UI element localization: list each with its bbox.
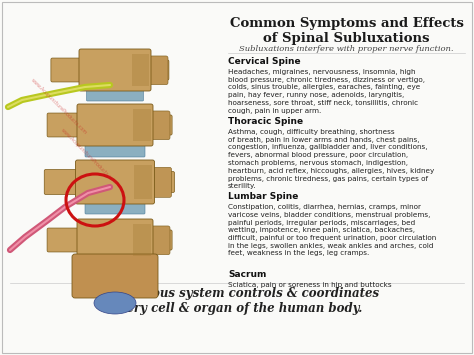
FancyBboxPatch shape: [149, 171, 174, 192]
Text: Cervical Spine: Cervical Spine: [228, 57, 301, 66]
FancyBboxPatch shape: [79, 49, 151, 91]
FancyBboxPatch shape: [132, 54, 149, 86]
Text: Subluxations interfere with proper nerve function.: Subluxations interfere with proper nerve…: [239, 45, 454, 53]
FancyBboxPatch shape: [147, 115, 172, 135]
FancyBboxPatch shape: [86, 89, 144, 101]
Text: Headaches, migraines, nervousness, insomnia, high
blood pressure, chronic tiredn: Headaches, migraines, nervousness, insom…: [228, 69, 425, 114]
FancyBboxPatch shape: [144, 226, 170, 255]
Text: Asthma, cough, difficulty breathing, shortness
of breath, pain in lower arms and: Asthma, cough, difficulty breathing, sho…: [228, 129, 434, 189]
FancyBboxPatch shape: [133, 109, 151, 141]
FancyBboxPatch shape: [75, 160, 155, 204]
Text: www.AcupunctureProducts.com: www.AcupunctureProducts.com: [60, 128, 118, 186]
FancyBboxPatch shape: [85, 145, 145, 157]
Text: www.AcupunctureProducts.com: www.AcupunctureProducts.com: [30, 78, 88, 136]
FancyBboxPatch shape: [146, 60, 169, 80]
FancyBboxPatch shape: [146, 167, 172, 197]
FancyBboxPatch shape: [147, 230, 172, 250]
FancyBboxPatch shape: [142, 56, 168, 84]
FancyBboxPatch shape: [44, 169, 81, 195]
Ellipse shape: [94, 292, 136, 314]
Text: Sciatica, pain or soreness in hip and buttocks: Sciatica, pain or soreness in hip and bu…: [228, 282, 392, 288]
Text: The nervous system controls & coordinates
every cell & organ of the human body.: The nervous system controls & coordinate…: [94, 287, 380, 315]
Text: Sacrum: Sacrum: [228, 270, 266, 279]
Text: Lumbar Spine: Lumbar Spine: [228, 192, 298, 201]
FancyBboxPatch shape: [134, 165, 153, 199]
FancyBboxPatch shape: [72, 254, 158, 298]
FancyBboxPatch shape: [77, 104, 153, 146]
FancyBboxPatch shape: [47, 113, 82, 137]
Text: Constipation, colitis, diarrhea, hernias, cramps, minor
varicose veins, bladder : Constipation, colitis, diarrhea, hernias…: [228, 204, 436, 257]
FancyBboxPatch shape: [144, 111, 170, 140]
Text: Common Symptoms and Effects
of Spinal Subluxations: Common Symptoms and Effects of Spinal Su…: [229, 17, 464, 45]
FancyBboxPatch shape: [85, 202, 145, 214]
FancyBboxPatch shape: [47, 228, 82, 252]
FancyBboxPatch shape: [77, 219, 153, 261]
Text: Thoracic Spine: Thoracic Spine: [228, 117, 303, 126]
FancyBboxPatch shape: [51, 58, 84, 82]
FancyBboxPatch shape: [133, 224, 151, 256]
